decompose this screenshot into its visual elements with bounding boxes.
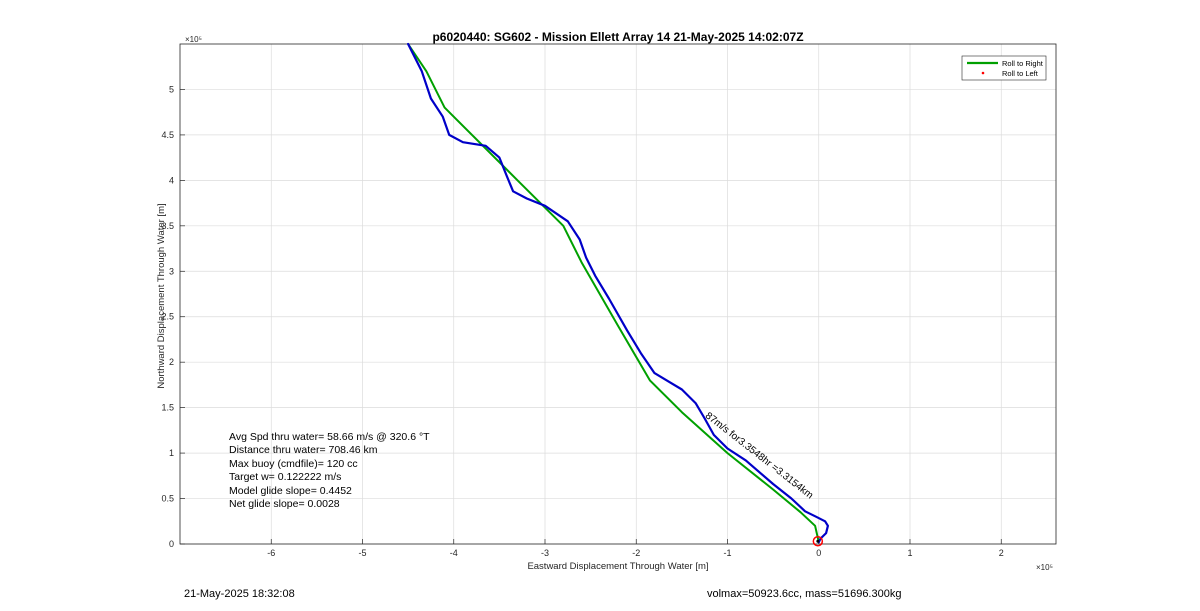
y-tick-label: 5 (169, 84, 174, 94)
legend-dot-roll-left (981, 71, 985, 75)
series (407, 42, 829, 544)
y-tick-label: 2 (169, 357, 174, 367)
chart-title: p6020440: SG602 - Mission Ellett Array 1… (432, 30, 803, 44)
y-exponent-label: ×10⁵ (185, 35, 202, 44)
x-tick-label: -2 (632, 548, 640, 558)
y-tick-label: 1 (169, 448, 174, 458)
end-markers (812, 536, 824, 547)
x-axis-label: Eastward Displacement Through Water [m] (527, 561, 708, 572)
plot-area (179, 43, 1057, 545)
legend: Roll to Right Roll to Left (961, 55, 1047, 81)
x-tick-label: -5 (358, 548, 366, 558)
y-tick-label: 4 (169, 175, 174, 185)
x-tick-label: 0 (816, 548, 821, 558)
y-tick-label: 0.5 (161, 494, 174, 504)
ticks: -6 -5 -4 -3 -2 -1 0 1 2 0 0.5 1 1.5 2 2.5 3 3.5 4 4.5 5 (161, 84, 1003, 558)
end-marker-dot (816, 539, 820, 543)
grid (180, 44, 1056, 545)
x-tick-label: -6 (267, 548, 275, 558)
x-tick-label: -4 (450, 548, 458, 558)
y-tick-label: 2.5 (161, 312, 174, 322)
footer-timestamp: 21-May-2025 18:32:08 (184, 588, 295, 600)
y-tick-label: 1.5 (161, 403, 174, 413)
path-annotation: 87m/s for3.3548hr =3.3154km (703, 410, 815, 501)
footer-vehicle-info: volmax=50923.6cc, mass=51696.300kg (707, 588, 902, 600)
legend-box (961, 55, 1047, 81)
x-tick-label: -3 (541, 548, 549, 558)
stats-block: Avg Spd thru water= 58.66 m/s @ 320.6 °T… (229, 431, 430, 510)
y-tick-label: 0 (169, 539, 174, 549)
y-tick-label: 4.5 (161, 130, 174, 140)
y-tick-label: 3 (169, 266, 174, 276)
y-tick-label: 3.5 (161, 221, 174, 231)
stat-avg-speed: Avg Spd thru water= 58.66 m/s @ 320.6 °T (229, 431, 430, 443)
stat-model-glide: Model glide slope= 0.4452 (229, 485, 352, 497)
legend-label-roll-right: Roll to Right (1002, 59, 1044, 68)
x-tick-label: 2 (999, 548, 1004, 558)
y-axis-label: Northward Displacement Through Water [m] (156, 203, 167, 388)
stat-distance: Distance thru water= 708.46 km (229, 444, 378, 456)
series-track-line (407, 42, 829, 544)
series-roll-right-line (407, 43, 820, 544)
stat-target-w: Target w= 0.122222 m/s (229, 471, 341, 483)
stat-net-glide: Net glide slope= 0.0028 (229, 498, 340, 510)
x-tick-label: 1 (907, 548, 912, 558)
end-marker (812, 536, 824, 547)
x-exponent-label: ×10⁵ (1036, 563, 1053, 572)
x-tick-label: -1 (723, 548, 731, 558)
stat-max-buoy: Max buoy (cmdfile)= 120 cc (229, 458, 358, 470)
legend-label-roll-left: Roll to Left (1002, 69, 1039, 78)
